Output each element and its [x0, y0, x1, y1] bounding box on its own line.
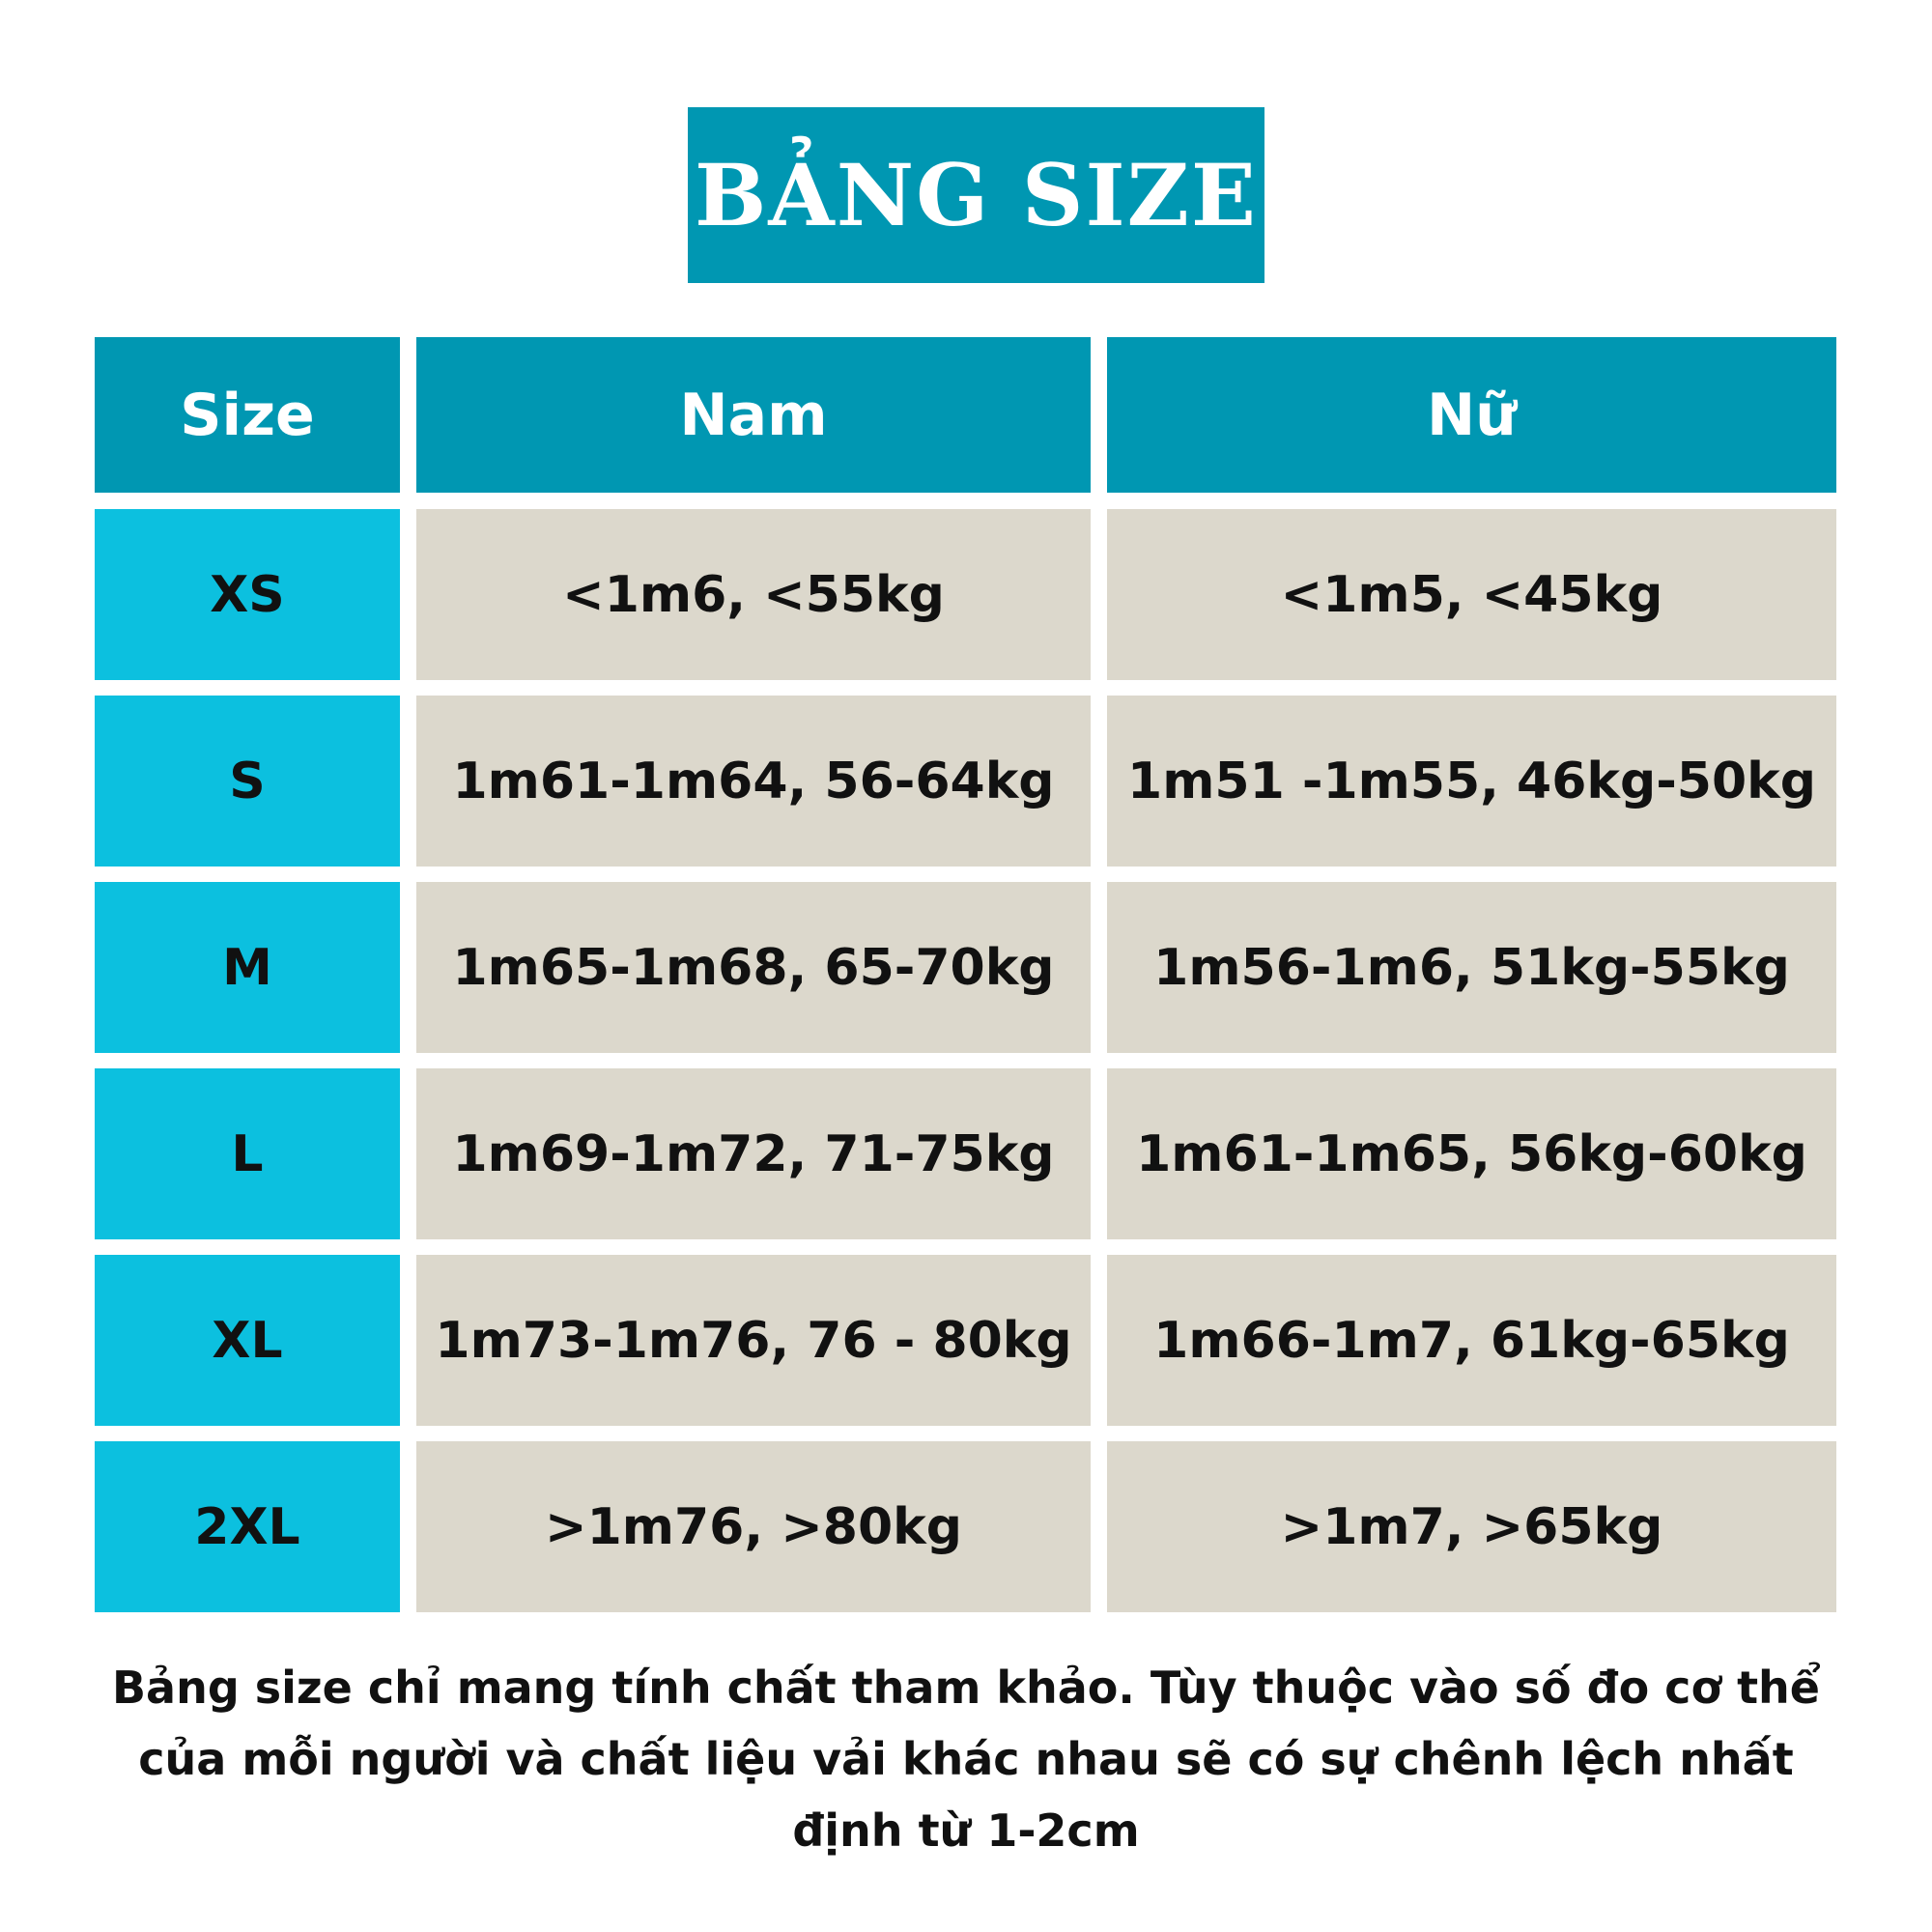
size-cell: S [95, 696, 400, 867]
size-cell: XS [95, 509, 400, 680]
page-title: BẢNG SIZE [688, 107, 1264, 283]
size-cell: M [95, 882, 400, 1053]
nam-cell: <1m6, <55kg [416, 509, 1091, 680]
nam-cell: 1m73-1m76, 76 - 80kg [416, 1255, 1091, 1426]
nu-cell: 1m61-1m65, 56kg-60kg [1107, 1068, 1836, 1239]
nu-cell: 1m56-1m6, 51kg-55kg [1107, 882, 1836, 1053]
size-cell: 2XL [95, 1441, 400, 1612]
nam-cell: 1m69-1m72, 71-75kg [416, 1068, 1091, 1239]
nam-cell: 1m61-1m64, 56-64kg [416, 696, 1091, 867]
nam-cell: >1m76, >80kg [416, 1441, 1091, 1612]
nu-cell: >1m7, >65kg [1107, 1441, 1836, 1612]
header-nam: Nam [416, 337, 1091, 493]
footnote: Bảng size chỉ mang tính chất tham khảo. … [111, 1662, 1821, 1857]
size-cell: XL [95, 1255, 400, 1426]
header-size: Size [95, 337, 400, 493]
nam-cell: 1m65-1m68, 65-70kg [416, 882, 1091, 1053]
size-cell: L [95, 1068, 400, 1239]
header-nu: Nữ [1107, 337, 1836, 493]
nu-cell: 1m66-1m7, 61kg-65kg [1107, 1255, 1836, 1426]
nu-cell: 1m51 -1m55, 46kg-50kg [1107, 696, 1836, 867]
nu-cell: <1m5, <45kg [1107, 509, 1836, 680]
